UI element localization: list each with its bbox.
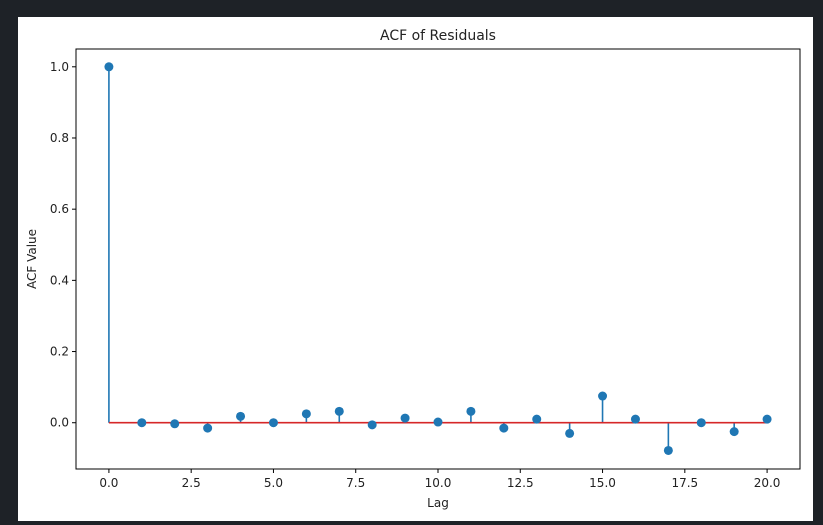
stem-marker — [203, 423, 213, 433]
y-tick-label: 1.0 — [50, 60, 69, 74]
x-tick-label: 5.0 — [264, 476, 283, 490]
stem-marker — [268, 418, 278, 428]
y-tick-label: 0.2 — [50, 345, 69, 359]
plot-area — [75, 48, 801, 470]
x-tick-label: 12.5 — [507, 476, 534, 490]
chart-title: ACF of Residuals — [380, 28, 496, 44]
stem-marker — [301, 409, 311, 419]
x-axis-label: Lag — [427, 496, 449, 510]
stem-marker — [598, 391, 608, 401]
stem-marker — [400, 413, 410, 423]
y-tick-label: 0.0 — [50, 416, 69, 430]
stem-lines — [108, 66, 768, 451]
stem-markers — [104, 62, 772, 455]
y-tick-label: 0.8 — [50, 131, 69, 145]
stem-marker — [236, 411, 246, 421]
acf-chart: ACF of Residuals Lag ACF Value 0.0 2.5 5.0… — [25, 28, 801, 510]
stem-marker — [663, 445, 673, 455]
stem-marker — [532, 414, 542, 424]
stem-marker — [630, 414, 640, 424]
stem-marker — [696, 418, 706, 428]
stem-marker — [729, 427, 739, 437]
y-tick-label: 0.6 — [50, 202, 69, 216]
y-axis-label: ACF Value — [25, 229, 39, 289]
chart-figure: ACF of Residuals Lag ACF Value 0.0 2.5 5.0… — [18, 17, 813, 521]
x-tick-label: 2.5 — [182, 476, 201, 490]
axis-ticks: 0.0 2.5 5.0 7.5 10.0 12.5 15.0 17.5 20.0 0.0 0.2 0.… — [50, 60, 781, 490]
stem-marker — [137, 418, 147, 428]
x-tick-label: 7.5 — [346, 476, 365, 490]
x-tick-label: 0.0 — [99, 476, 118, 490]
stem-marker — [170, 419, 180, 429]
x-tick-label: 20.0 — [754, 476, 781, 490]
x-tick-label: 10.0 — [425, 476, 452, 490]
stem-marker — [433, 417, 443, 427]
stem-marker — [499, 423, 509, 433]
stem-marker — [565, 428, 575, 438]
stem-marker — [104, 62, 114, 72]
x-tick-label: 17.5 — [671, 476, 698, 490]
stem-marker — [762, 414, 772, 424]
stem-marker — [334, 406, 344, 416]
x-tick-label: 15.0 — [589, 476, 616, 490]
stem-marker — [466, 406, 476, 416]
stem-marker — [367, 420, 377, 430]
y-tick-label: 0.4 — [50, 273, 69, 287]
